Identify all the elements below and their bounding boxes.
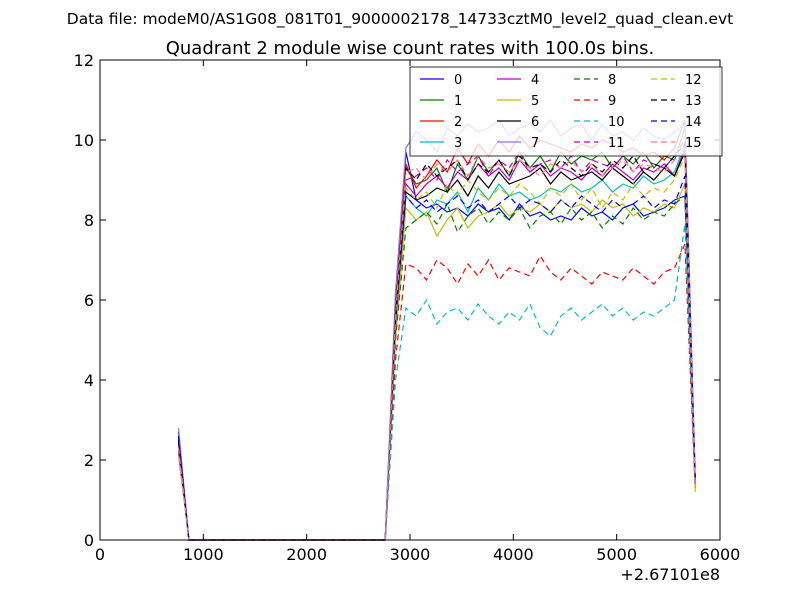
series-3-line: [384, 143, 696, 541]
legend-label-11: 11: [608, 136, 625, 151]
series-1-line-early: [177, 435, 386, 541]
series-7-line: [384, 119, 696, 541]
legend-label-5: 5: [531, 94, 539, 109]
series-13-line: [384, 142, 696, 541]
legend-label-10: 10: [608, 115, 625, 130]
legend-label-0: 0: [454, 73, 462, 88]
series-14-line-early: [177, 435, 386, 541]
series-11-line: [384, 138, 696, 541]
x-tick-label: 3000: [390, 545, 431, 564]
y-tick-label: 2: [84, 451, 94, 470]
series-0-line: [384, 151, 696, 541]
series-5-line: [384, 183, 696, 541]
series-2-line-early: [177, 439, 386, 541]
series-15-line: [384, 146, 696, 541]
legend-label-3: 3: [454, 136, 462, 151]
series-8-line: [384, 194, 696, 541]
series-10-line-early: [177, 447, 386, 541]
x-tick-label: 2000: [286, 545, 327, 564]
x-tick-label: 4000: [493, 545, 534, 564]
chart-title: Quadrant 2 module wise count rates with …: [166, 38, 655, 59]
series-6-line-early: [177, 435, 386, 541]
series-8-line-early: [177, 439, 386, 541]
series-lines: [177, 119, 696, 541]
x-axis-offset-label: +2.67101e8: [620, 565, 720, 584]
legend-label-6: 6: [531, 115, 539, 130]
y-tick-label: 6: [84, 291, 94, 310]
series-13-line-early: [177, 439, 386, 541]
y-tick-label: 12: [74, 51, 94, 70]
legend-label-8: 8: [608, 73, 616, 88]
legend-label-12: 12: [685, 73, 702, 88]
x-tick-label: 5000: [596, 545, 637, 564]
series-11-line-early: [177, 451, 386, 541]
suptitle: Data file: modeM0/AS1G08_081T01_90000021…: [67, 10, 733, 29]
legend-label-15: 15: [685, 136, 702, 151]
legend-box: [409, 66, 723, 157]
legend-label-13: 13: [685, 94, 702, 109]
series-5-line-early: [177, 451, 386, 541]
series-4-line-early: [177, 447, 386, 541]
series-14-line: [384, 175, 696, 541]
x-tick-label: 0: [95, 545, 105, 564]
series-15-line-early: [177, 447, 386, 541]
legend-label-4: 4: [531, 73, 539, 88]
series-12-line-early: [177, 455, 386, 541]
y-tick-label: 10: [74, 131, 94, 150]
x-tick-label: 1000: [183, 545, 224, 564]
plot-area: [99, 59, 721, 541]
x-tick-label: 6000: [700, 545, 741, 564]
legend-label-9: 9: [608, 94, 616, 109]
legend-label-14: 14: [685, 115, 702, 130]
series-12-line: [384, 155, 696, 541]
series-3-line-early: [177, 443, 386, 541]
y-tick-label: 8: [84, 211, 94, 230]
series-0-line-early: [177, 431, 386, 541]
series-10-line: [384, 223, 696, 541]
y-tick-label: 4: [84, 371, 94, 390]
series-9-line: [384, 243, 696, 541]
series-6-line: [384, 151, 696, 541]
legend-label-1: 1: [454, 94, 462, 109]
series-7-line-early: [177, 427, 386, 541]
y-tick-label: 0: [84, 531, 94, 550]
series-2-line: [384, 119, 696, 541]
series-1-line: [384, 127, 696, 541]
legend-label-7: 7: [531, 136, 539, 151]
x-axis-ticks: 0 1000 2000 3000 4000 5000 6000: [95, 60, 740, 564]
series-9-line-early: [177, 443, 386, 541]
legend-label-2: 2: [454, 115, 462, 130]
